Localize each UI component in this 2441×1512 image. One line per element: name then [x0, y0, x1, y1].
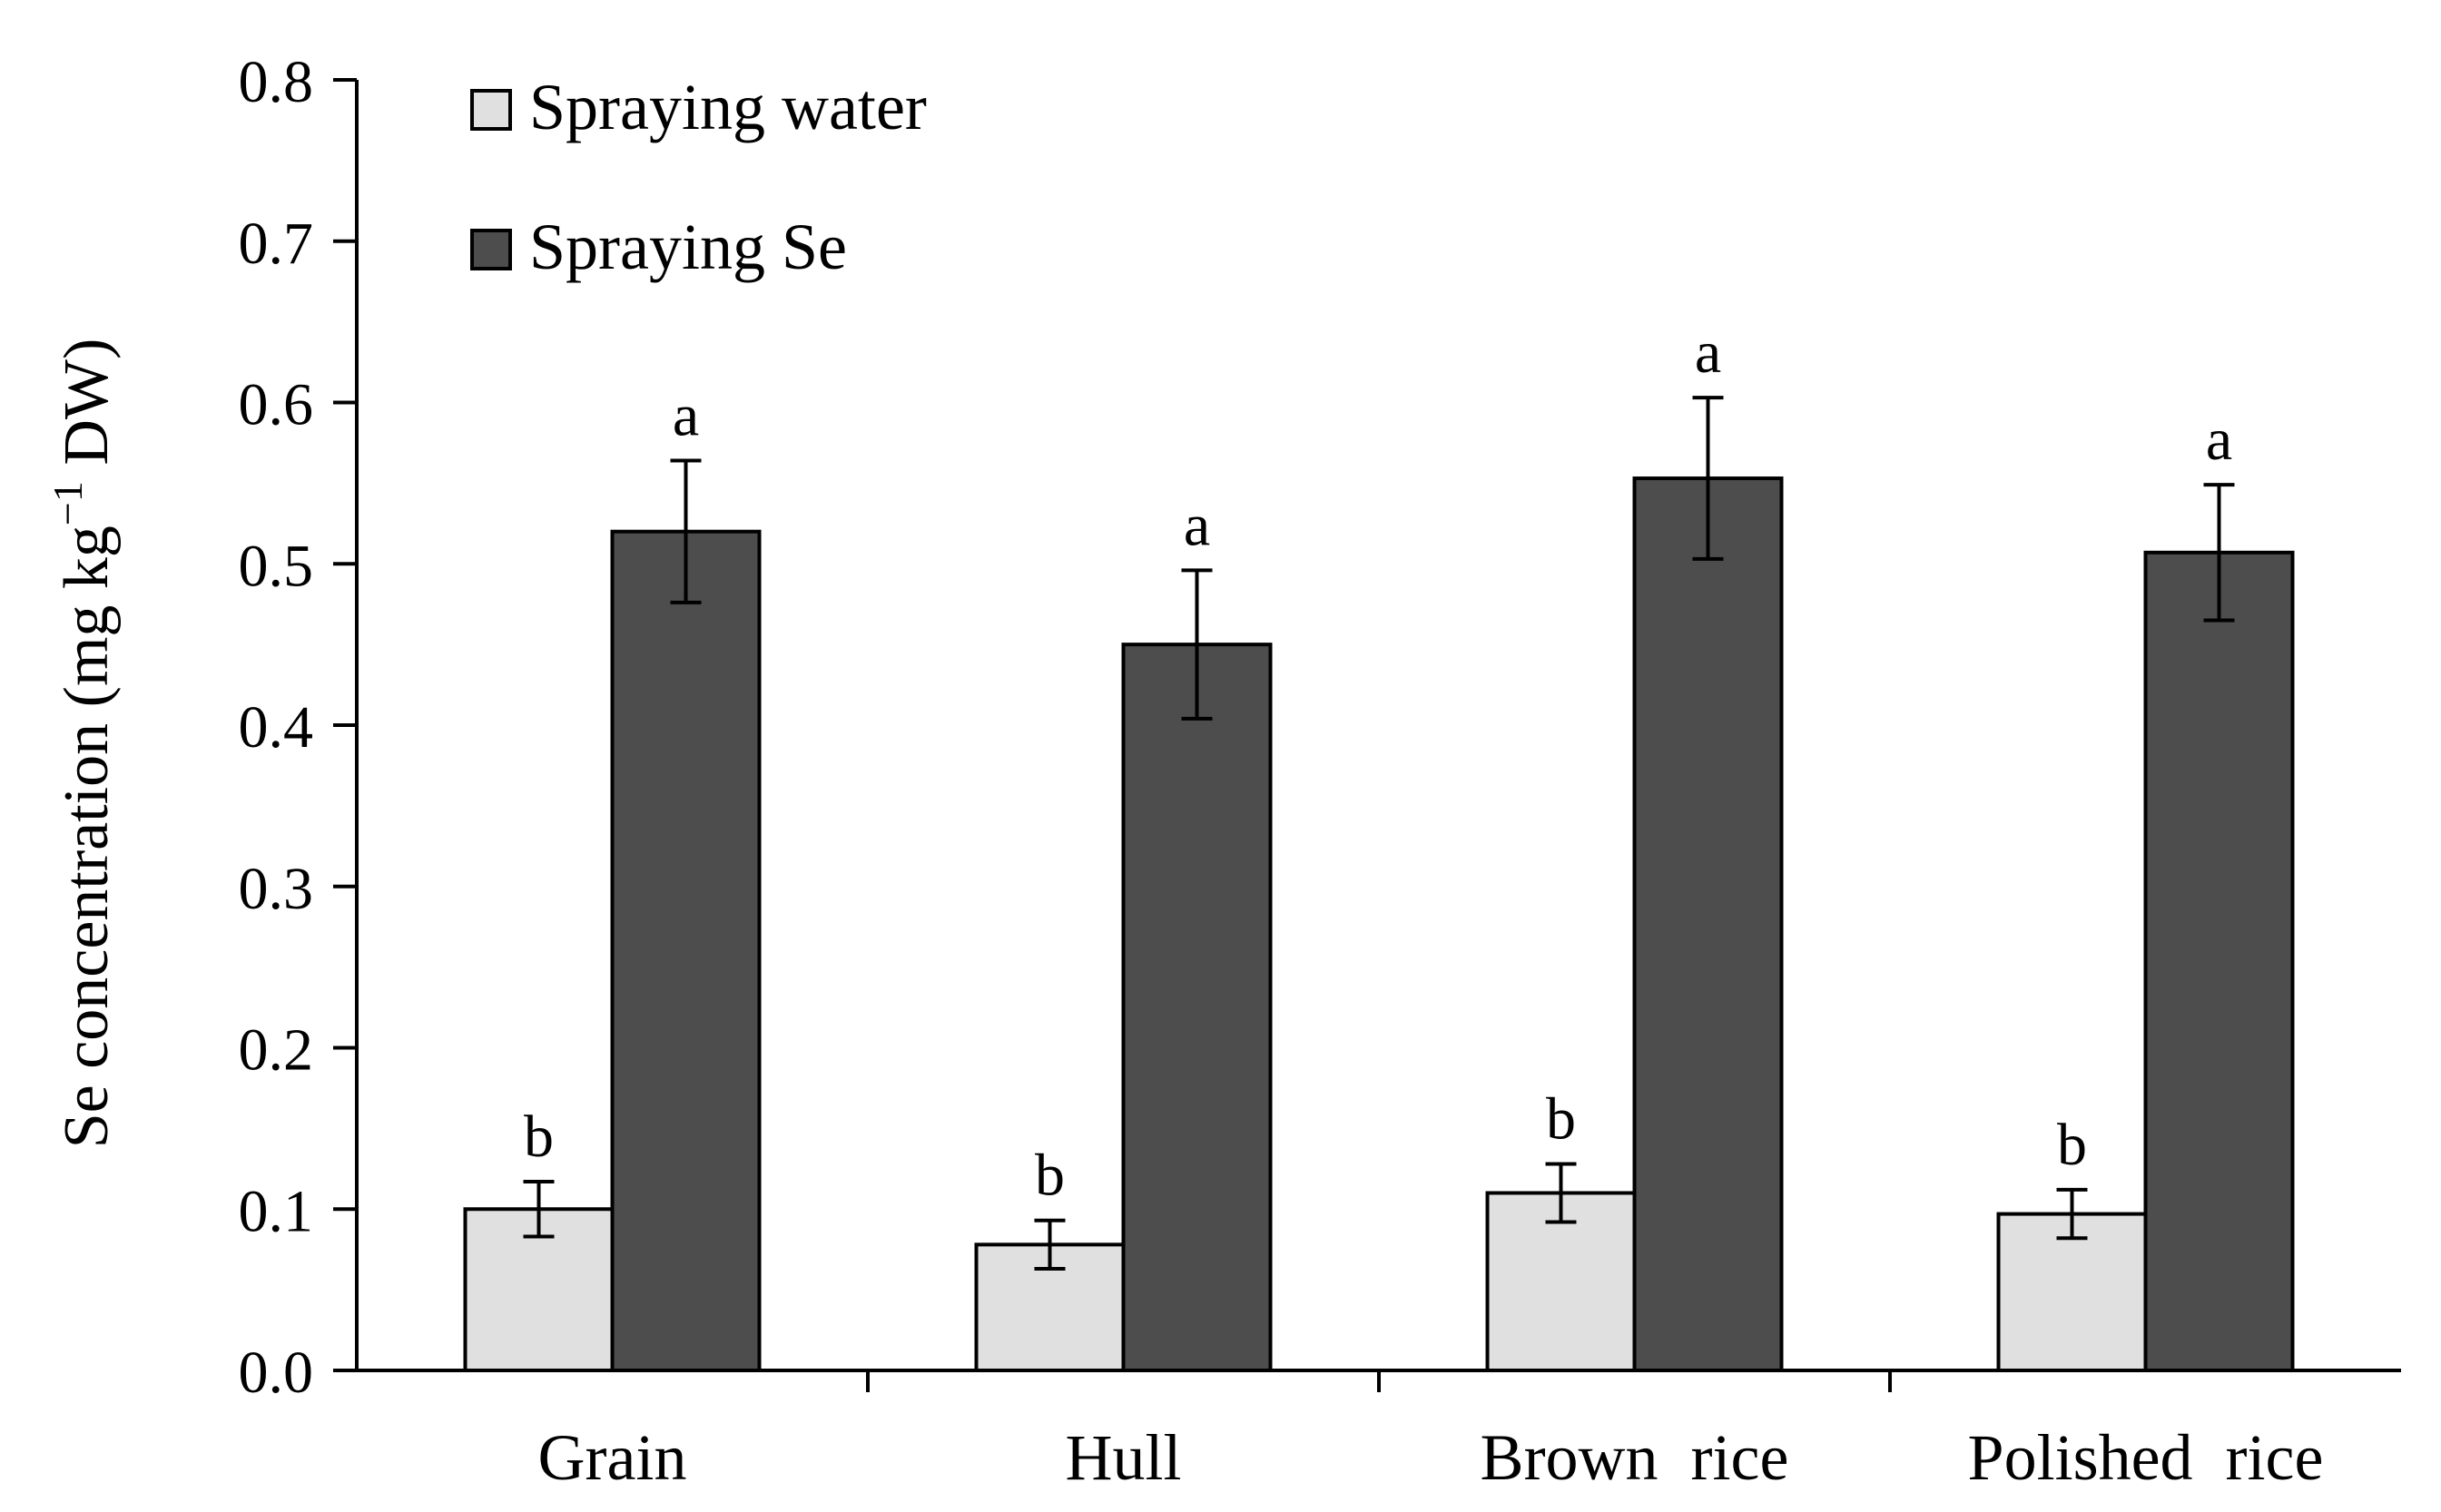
- x-category-label-2: Brown rice: [1481, 1421, 1789, 1494]
- legend: Spraying water Spraying Se: [470, 71, 927, 283]
- bars-layer: [463, 396, 2295, 1373]
- significance-label-0-2: b: [1546, 1085, 1576, 1152]
- legend-label-se: Spraying Se: [529, 211, 847, 283]
- y-tick-label-2: 0.2: [239, 1017, 314, 1084]
- y-axis-title: Se concentration (mg kg−1 DW): [44, 339, 122, 1149]
- significance-label-0-1: b: [1035, 1143, 1065, 1209]
- legend-swatch-water: [470, 89, 512, 131]
- y-tick-label-3: 0.3: [239, 856, 314, 922]
- legend-swatch-se: [470, 229, 512, 270]
- y-axis-title-suffix: DW): [52, 339, 122, 481]
- y-tick-label-0: 0.0: [239, 1340, 314, 1406]
- y-tick-label-5: 0.5: [239, 533, 314, 599]
- significance-label-0-0: b: [524, 1104, 554, 1170]
- y-tick-label-1: 0.1: [239, 1178, 314, 1244]
- y-axis-title-superscript: −1: [44, 481, 91, 525]
- y-axis-title-main: Se concentration (mg kg: [52, 525, 122, 1148]
- bar-se-2: [1632, 476, 1784, 1372]
- y-tick-label-7: 0.7: [239, 211, 314, 277]
- bar-se-0: [610, 529, 762, 1372]
- legend-label-water: Spraying water: [529, 71, 927, 143]
- bar-se-3: [2143, 550, 2295, 1372]
- significance-label-1-1: a: [1184, 492, 1210, 558]
- significance-label-1-3: a: [2206, 407, 2232, 473]
- y-tick-label-4: 0.4: [239, 694, 314, 761]
- x-category-label-0: Grain: [538, 1421, 687, 1494]
- significance-label-0-3: b: [2057, 1112, 2087, 1178]
- bar-se-1: [1121, 643, 1273, 1372]
- x-category-label-3: Polished rice: [1968, 1421, 2324, 1494]
- axes-layer: [333, 78, 2401, 1392]
- x-category-label-1: Hull: [1065, 1421, 1181, 1494]
- significance-label-1-2: a: [1695, 319, 1721, 386]
- significance-label-1-0: a: [673, 382, 699, 448]
- y-tick-label-8: 0.8: [239, 49, 314, 115]
- labels-layer: b b b b a a a a 0.0 0.1 0.2 0.3 0.4 0.5 0.6 0.7 0.8 Grain…: [44, 49, 2323, 1494]
- y-tick-label-6: 0.6: [239, 372, 314, 438]
